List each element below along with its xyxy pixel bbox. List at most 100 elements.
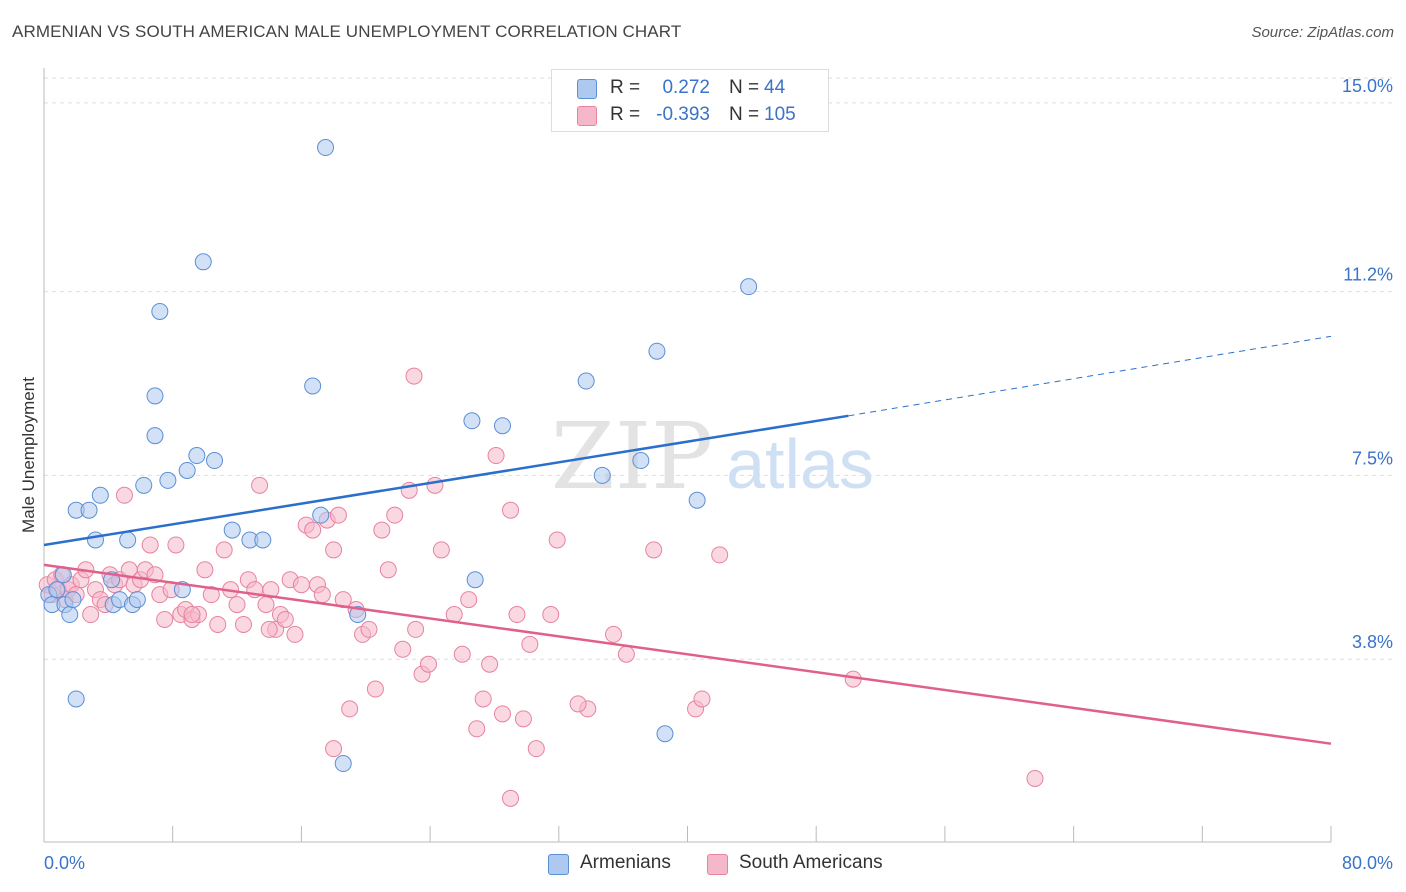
armenian-point <box>146 427 164 445</box>
south-american-point <box>453 645 471 663</box>
armenian-point <box>64 591 82 609</box>
south-american-point <box>548 531 566 549</box>
armenian-point <box>466 571 484 589</box>
legend-label: Armenians <box>580 852 671 873</box>
south-american-point <box>215 541 233 559</box>
south-american-point <box>432 541 450 559</box>
armenian-point <box>48 581 66 599</box>
south-american-point <box>286 625 304 643</box>
armenian-point <box>159 471 177 489</box>
south-american-point <box>502 789 520 807</box>
south-american-point <box>394 640 412 658</box>
south-american-point <box>276 610 294 628</box>
south-american-point <box>379 561 397 579</box>
armenians-trend-extension <box>848 335 1332 417</box>
armenian-point <box>178 461 196 479</box>
south-american-point <box>260 620 278 638</box>
south-american-point <box>196 561 214 579</box>
y-tick-labels: 3.8% 7.5% 11.2% 15.0% <box>1342 76 1393 652</box>
r-label: R = <box>610 77 641 98</box>
south-american-point <box>521 635 539 653</box>
south-american-point <box>493 705 511 723</box>
trend-lines <box>43 335 1332 745</box>
south-american-point <box>426 476 444 494</box>
south-american-point <box>257 596 275 614</box>
y-tick-label: 7.5% <box>1352 448 1393 468</box>
correlation-legend: R = 0.272 N = 44 R = -0.393 N = 105 <box>551 69 829 132</box>
legend-row-armenians: R = 0.272 N = 44 <box>552 75 828 102</box>
south-americans-swatch <box>577 106 597 126</box>
south-americans-legend-swatch <box>707 854 728 875</box>
armenian-point <box>194 253 212 271</box>
south-american-point <box>1026 769 1044 787</box>
south-american-point <box>386 506 404 524</box>
x-tick-label-max: 80.0% <box>1342 853 1393 873</box>
armenian-point <box>349 606 367 624</box>
r-label: R = <box>610 104 641 125</box>
armenian-point <box>493 417 511 435</box>
armenian-point <box>312 506 330 524</box>
armenians-trend-line <box>43 414 849 547</box>
armenian-point <box>593 466 611 484</box>
south-american-point <box>156 610 174 628</box>
south-americans-trend-line <box>43 563 1332 745</box>
south-american-point <box>325 541 343 559</box>
south-american-point <box>167 536 185 554</box>
r-value: -0.393 <box>656 104 710 125</box>
armenian-point <box>656 725 674 743</box>
x-tick-label-min: 0.0% <box>44 853 85 873</box>
armenian-point <box>135 476 153 494</box>
armenian-point <box>648 342 666 360</box>
south-american-point <box>604 625 622 643</box>
south-american-point <box>183 606 201 624</box>
south-american-point <box>262 581 280 599</box>
watermark-atlas: atlas <box>726 425 874 503</box>
south-american-point <box>407 620 425 638</box>
armenian-point <box>304 377 322 395</box>
south-american-point <box>228 596 246 614</box>
south-american-point <box>341 700 359 718</box>
south-american-point <box>360 620 378 638</box>
armenians-swatch <box>577 79 597 99</box>
south-american-point <box>487 447 505 465</box>
south-american-point <box>329 506 347 524</box>
axes <box>43 68 1332 843</box>
armenian-point <box>91 486 109 504</box>
south-american-point <box>419 655 437 673</box>
south-american-point <box>251 476 269 494</box>
south-american-point <box>234 615 252 633</box>
n-value: 44 <box>764 77 786 98</box>
armenian-point <box>188 447 206 465</box>
south-american-point <box>304 521 322 539</box>
n-label: N = <box>729 104 760 125</box>
armenians-legend-swatch <box>548 854 569 875</box>
armenian-point <box>61 606 79 624</box>
south-american-point <box>468 720 486 738</box>
south-american-point <box>542 606 560 624</box>
r-value: 0.272 <box>662 77 710 98</box>
source-label: Source: ZipAtlas.com <box>1251 24 1394 41</box>
south-american-point <box>460 591 478 609</box>
south-american-point <box>508 606 526 624</box>
armenian-point <box>463 412 481 430</box>
south-american-point <box>693 690 711 708</box>
south-american-point <box>82 606 100 624</box>
south-american-point <box>325 740 343 758</box>
armenian-point <box>86 531 104 549</box>
armenian-point <box>334 755 352 773</box>
armenian-point <box>317 139 335 157</box>
armenian-point <box>632 452 650 470</box>
armenian-point <box>740 278 758 296</box>
armenian-point <box>119 531 137 549</box>
armenian-point <box>688 491 706 509</box>
south-american-point <box>569 695 587 713</box>
south-american-point <box>617 645 635 663</box>
south-american-point <box>527 740 545 758</box>
n-value: 105 <box>764 104 796 125</box>
south-american-point <box>502 501 520 519</box>
armenian-point <box>223 521 241 539</box>
south-american-point <box>481 655 499 673</box>
n-label: N = <box>729 77 760 98</box>
armenian-point <box>151 302 169 320</box>
armenian-point <box>80 501 98 519</box>
